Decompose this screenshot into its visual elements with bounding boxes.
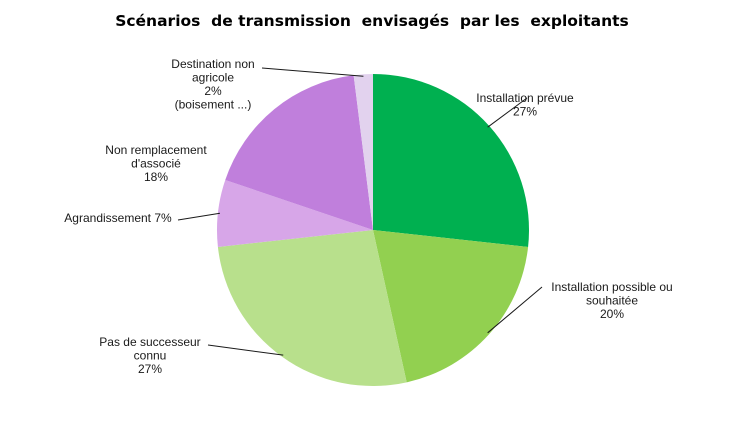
slice-label-line: Installation prévue [476, 91, 574, 105]
slice-label-line: 18% [144, 170, 168, 184]
slice-label: Installation prévue 27% [476, 91, 574, 119]
slice-label-line: Installation possible ou [551, 280, 672, 294]
slice-label-line: 27% [138, 362, 162, 376]
slice-labels: Installation prévue 27%Installation possi… [64, 57, 672, 376]
slice-label-line: (boisement ...) [175, 98, 252, 112]
slice-label-line: 27% [513, 105, 537, 119]
pie-slice [217, 230, 407, 386]
pie-slice [353, 74, 373, 230]
leader-line [261, 67, 364, 77]
slice-label-line: Pas de successeur [99, 335, 200, 349]
leader-lines [177, 67, 543, 356]
slice-label-line: 20% [600, 307, 624, 321]
pie-slices [216, 74, 529, 386]
leader-line [487, 97, 528, 128]
slice-label-line: Non remplacement [105, 143, 207, 157]
slice-label-line: connu [134, 349, 167, 363]
slice-label-line: Destination non [171, 57, 254, 71]
slice-label-line: Agrandissement 7% [64, 211, 172, 225]
pie-slice [225, 75, 373, 230]
leader-line [487, 286, 543, 334]
leader-line [207, 344, 284, 356]
slice-label-line: 2% [204, 84, 222, 98]
slice-label-line: agricole [192, 71, 234, 85]
slice-label: Non remplacement d'associé 18% [105, 143, 207, 184]
slice-label-line: d'associé [131, 157, 181, 171]
pie-slice [373, 74, 529, 247]
slice-label-line: souhaitée [586, 294, 638, 308]
slice-label: Installation possible ou souhaitée 20% [551, 280, 672, 321]
chart-title: Scénarios de transmission envisagés par … [115, 12, 629, 30]
slice-label: Pas de successeur connu 27% [99, 335, 200, 376]
pie-slice [373, 230, 529, 383]
slice-label: Destination non agricole 2% (boisement ...) [171, 57, 254, 112]
slice-label: Agrandissement 7% [64, 211, 172, 225]
pie-slice [216, 179, 373, 247]
leader-line [177, 212, 220, 221]
